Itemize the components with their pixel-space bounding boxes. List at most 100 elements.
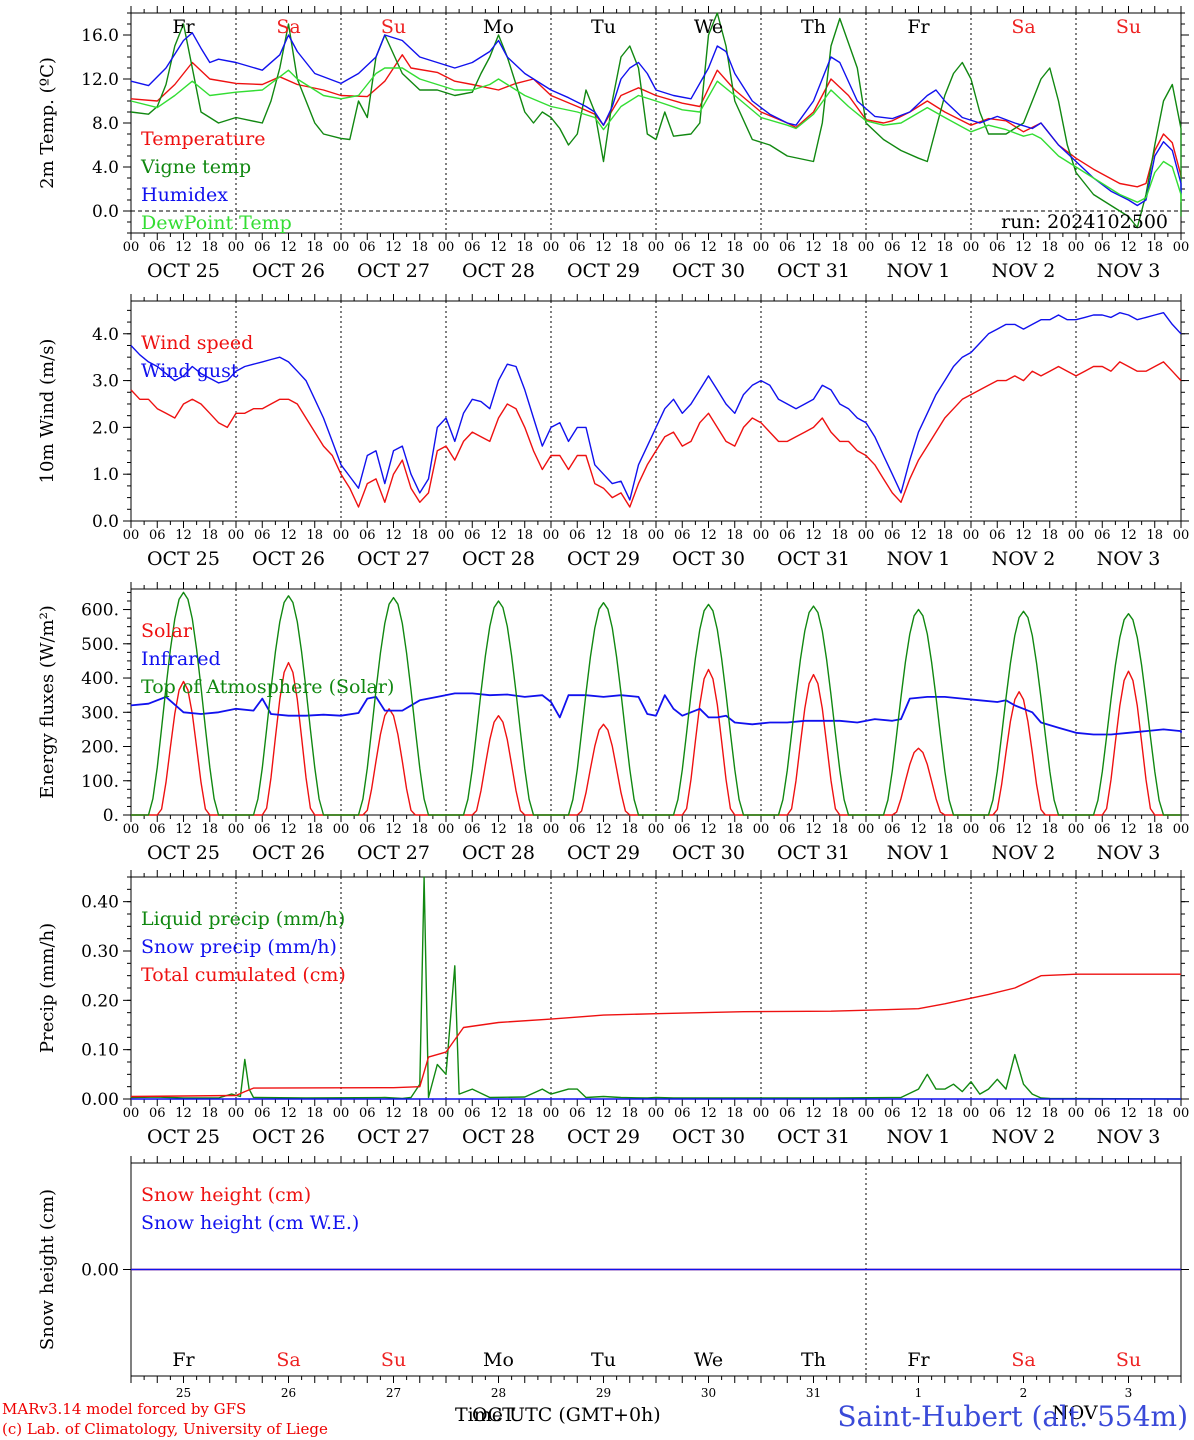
x-hour-label: 18 [411, 528, 428, 543]
x-hour-label: 00 [963, 528, 980, 543]
x-hour-label: 00 [228, 528, 245, 543]
y-tick-label: 0.0 [92, 512, 119, 532]
y-tick-label: 3.0 [92, 372, 119, 392]
legend-entry: Snow height (cm W.E.) [141, 1212, 359, 1234]
x-date-label: OCT 29 [567, 260, 640, 282]
legend-entry: Solar [141, 620, 193, 642]
x-hour-label: 18 [516, 240, 533, 255]
x-date-label: OCT 28 [462, 548, 535, 570]
x-hour-label: 12 [280, 240, 297, 255]
x-hour-label: 18 [1146, 1106, 1163, 1121]
x-hour-label: 06 [464, 1106, 481, 1121]
x-axis-title: Time UTC (GMT+0h) [455, 1404, 661, 1426]
x-hour-label: 00 [753, 240, 770, 255]
weekday-label-bottom: Sa [1011, 1349, 1035, 1371]
y-axis-label: Precip (mm/h) [37, 923, 58, 1053]
y-tick-label: 0.0 [92, 202, 119, 222]
x-date-label: OCT 25 [147, 842, 220, 864]
weekday-label-top: Sa [276, 16, 300, 38]
x-hour-label: 06 [989, 528, 1006, 543]
x-hour-label: 06 [464, 822, 481, 837]
y-axis-label: Snow height (cm) [37, 1189, 58, 1350]
series-line-infrared [130, 692, 1182, 736]
y-axis-label: Energy fluxes (W/m²) [37, 605, 58, 799]
y-tick-label: 0.20 [81, 991, 119, 1011]
x-date-label: NOV 2 [992, 1126, 1056, 1148]
x-hour-label: 18 [831, 822, 848, 837]
x-hour-label: 12 [910, 822, 927, 837]
x-date-label: NOV 1 [887, 260, 951, 282]
x-date-label: NOV 2 [992, 548, 1056, 570]
x-hour-label: 00 [753, 528, 770, 543]
x-hour-label: 06 [254, 822, 271, 837]
x-hour-label: 18 [411, 822, 428, 837]
x-hour-label: 06 [674, 1106, 691, 1121]
x-date-label: NOV 3 [1097, 1126, 1161, 1148]
x-date-label: OCT 28 [462, 260, 535, 282]
x-hour-label: 06 [149, 822, 166, 837]
x-date-label: OCT 26 [252, 842, 325, 864]
x-hour-label: 06 [989, 1106, 1006, 1121]
series-line-total-cumulated-cm- [130, 973, 1181, 1098]
y-tick-label: 16.0 [81, 26, 119, 46]
x-hour-label: 00 [963, 240, 980, 255]
weekday-label-bottom: Fr [907, 1349, 930, 1371]
x-hour-label: 00 [333, 528, 350, 543]
legend-entry: Snow height (cm) [141, 1184, 311, 1206]
weekday-label-top: Th [801, 16, 826, 38]
x-date-label: NOV 2 [992, 260, 1056, 282]
x-hour-label: 12 [280, 528, 297, 543]
month-label-oct: OCT [472, 1404, 515, 1426]
x-date-label: OCT 26 [252, 260, 325, 282]
weekday-label-bottom: Mo [483, 1349, 514, 1371]
day-number-label: 25 [176, 1386, 191, 1400]
lab-credit: (c) Lab. of Climatology, University of L… [2, 1420, 328, 1438]
day-number-label: 29 [596, 1386, 611, 1400]
x-date-label: NOV 1 [887, 548, 951, 570]
x-hour-label: 12 [385, 822, 402, 837]
legend-entry: Temperature [141, 128, 265, 150]
x-hour-label: 12 [280, 1106, 297, 1121]
x-hour-label: 00 [438, 1106, 455, 1121]
x-hour-label: 18 [1041, 240, 1058, 255]
weekday-label-bottom: Sa [276, 1349, 300, 1371]
x-hour-label: 00 [228, 822, 245, 837]
day-number-label: 3 [1125, 1386, 1133, 1400]
x-hour-label: 06 [1094, 240, 1111, 255]
x-hour-label: 18 [516, 528, 533, 543]
x-hour-label: 18 [306, 240, 323, 255]
y-tick-label: 0.30 [81, 942, 119, 962]
x-hour-label: 18 [411, 1106, 428, 1121]
x-hour-label: 06 [1094, 528, 1111, 543]
x-hour-label: 12 [910, 1106, 927, 1121]
x-hour-label: 06 [989, 240, 1006, 255]
x-hour-label: 06 [674, 528, 691, 543]
x-hour-label: 12 [175, 822, 192, 837]
x-date-label: NOV 1 [887, 842, 951, 864]
day-number-label: 28 [491, 1386, 506, 1400]
x-date-label: NOV 3 [1097, 842, 1161, 864]
y-tick-label: 0.10 [81, 1041, 119, 1061]
weekday-label-top: Sa [1011, 16, 1035, 38]
x-hour-label: 12 [910, 528, 927, 543]
x-hour-label: 12 [490, 240, 507, 255]
x-date-label: OCT 31 [777, 548, 850, 570]
x-hour-label: 00 [333, 822, 350, 837]
weekday-label-top: Su [1116, 16, 1141, 38]
month-label-nov: NOV [1052, 1402, 1098, 1424]
x-hour-label: 12 [700, 1106, 717, 1121]
y-tick-label: 2.0 [92, 418, 119, 438]
x-hour-label: 06 [884, 1106, 901, 1121]
x-hour-label: 06 [569, 240, 586, 255]
y-tick-label: 1.0 [92, 465, 119, 485]
x-hour-label: 00 [1173, 1106, 1190, 1121]
x-hour-label: 12 [805, 822, 822, 837]
x-hour-label: 06 [1094, 822, 1111, 837]
x-date-label: OCT 28 [462, 842, 535, 864]
x-hour-label: 18 [411, 240, 428, 255]
x-hour-label: 12 [175, 1106, 192, 1121]
day-number-label: 26 [281, 1386, 296, 1400]
y-tick-label: 0. [103, 806, 119, 826]
x-date-label: OCT 29 [567, 1126, 640, 1148]
